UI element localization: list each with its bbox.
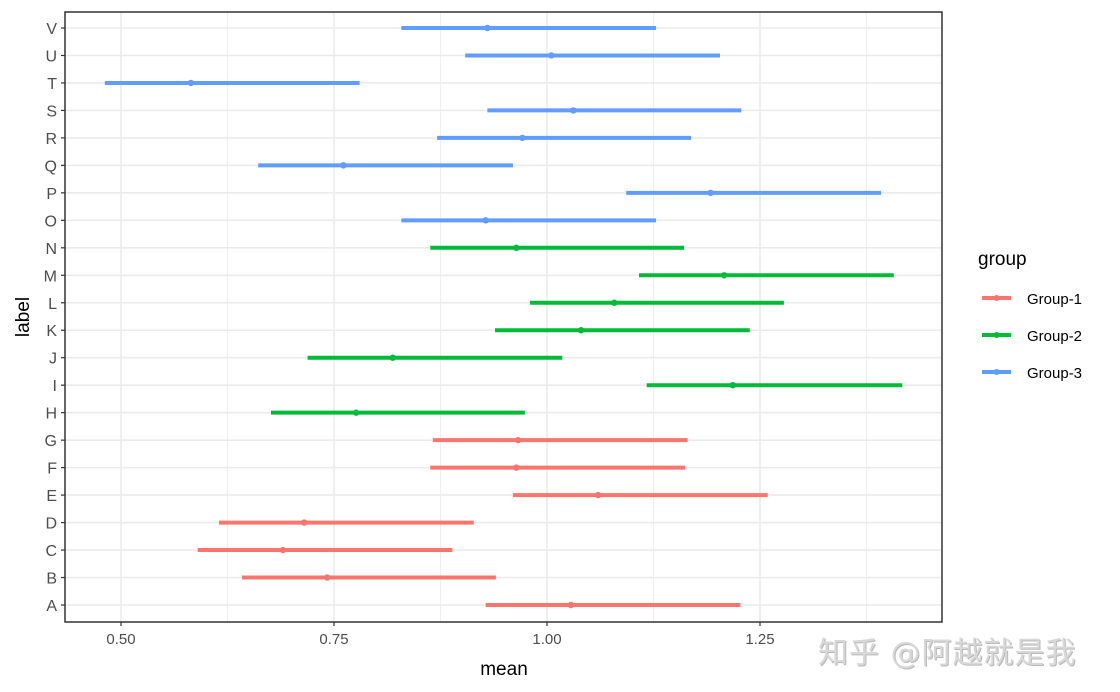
y-tick-label: M xyxy=(44,268,57,285)
y-tick-label: V xyxy=(46,21,57,38)
series-group-3 xyxy=(104,24,881,224)
mean-point-H xyxy=(352,409,360,416)
mean-point-L xyxy=(611,299,618,306)
grid-lines xyxy=(65,12,942,622)
y-tick-label: T xyxy=(47,76,57,93)
y-tick-label: N xyxy=(45,241,57,258)
y-tick-label: L xyxy=(48,296,57,313)
x-axis: 0.50 0.75 1.00 1.25 xyxy=(106,622,775,648)
y-tick-label: F xyxy=(47,461,57,478)
y-tick-label: C xyxy=(45,543,57,560)
y-tick-label: A xyxy=(46,598,57,615)
mean-point-O xyxy=(482,217,489,224)
mean-point-I xyxy=(729,381,736,389)
legend-item-group-2: Group-2 xyxy=(982,328,1082,345)
legend-label: Group-2 xyxy=(1027,328,1082,345)
legend: group Group-1 Group-2 Group-3 xyxy=(978,249,1082,382)
series-group-2 xyxy=(270,244,903,416)
y-tick-label: S xyxy=(46,103,57,120)
x-axis-title: mean xyxy=(480,659,528,680)
mean-point-B xyxy=(323,574,331,581)
y-tick-label: I xyxy=(53,378,57,395)
mean-point-K xyxy=(577,327,585,334)
x-tick-label: 1.25 xyxy=(745,631,774,648)
y-tick-label: Q xyxy=(45,158,57,175)
mean-point-G xyxy=(514,436,522,444)
mean-point-D xyxy=(300,519,308,526)
legend-key-point xyxy=(993,332,1000,338)
data-series xyxy=(104,24,903,609)
mean-point-T xyxy=(187,79,195,87)
x-tick-label: 0.50 xyxy=(106,631,135,648)
mean-point-F xyxy=(513,464,520,471)
y-tick-label: J xyxy=(49,351,57,368)
mean-point-M xyxy=(721,272,728,279)
y-tick-label: B xyxy=(46,571,57,588)
y-tick-label: H xyxy=(45,406,57,423)
series-group-1 xyxy=(197,436,768,609)
mean-point-E xyxy=(594,491,602,499)
legend-title: group xyxy=(978,249,1027,270)
mean-point-P xyxy=(707,189,714,197)
legend-key-point xyxy=(993,369,1000,375)
legend-label: Group-3 xyxy=(1027,365,1082,382)
mean-point-N xyxy=(513,244,520,252)
mean-point-U xyxy=(548,52,555,59)
watermark: 知乎 @阿越就是我 xyxy=(818,636,1077,671)
y-tick-label: R xyxy=(45,131,57,148)
y-tick-label: P xyxy=(46,186,57,203)
y-tick-label: E xyxy=(46,488,57,505)
mean-point-R xyxy=(519,134,526,142)
mean-point-C xyxy=(279,546,287,554)
y-tick-label: U xyxy=(45,48,57,65)
y-axis-title: label xyxy=(13,297,34,337)
legend-item-group-1: Group-1 xyxy=(982,291,1082,308)
x-tick-label: 1.00 xyxy=(532,631,561,648)
y-tick-label: D xyxy=(45,516,57,533)
mean-point-S xyxy=(570,107,577,114)
x-tick-label: 0.75 xyxy=(319,631,348,648)
plot-panel-border xyxy=(64,11,943,623)
mean-point-V xyxy=(484,24,491,32)
mean-point-Q xyxy=(340,162,347,169)
y-tick-label: O xyxy=(45,213,57,230)
legend-item-group-3: Group-3 xyxy=(982,365,1082,382)
mean-point-J xyxy=(389,354,396,361)
y-tick-label: G xyxy=(45,433,57,450)
legend-key-point xyxy=(993,295,1000,301)
legend-label: Group-1 xyxy=(1027,291,1082,308)
y-tick-label: K xyxy=(46,323,57,340)
mean-point-A xyxy=(567,601,575,609)
